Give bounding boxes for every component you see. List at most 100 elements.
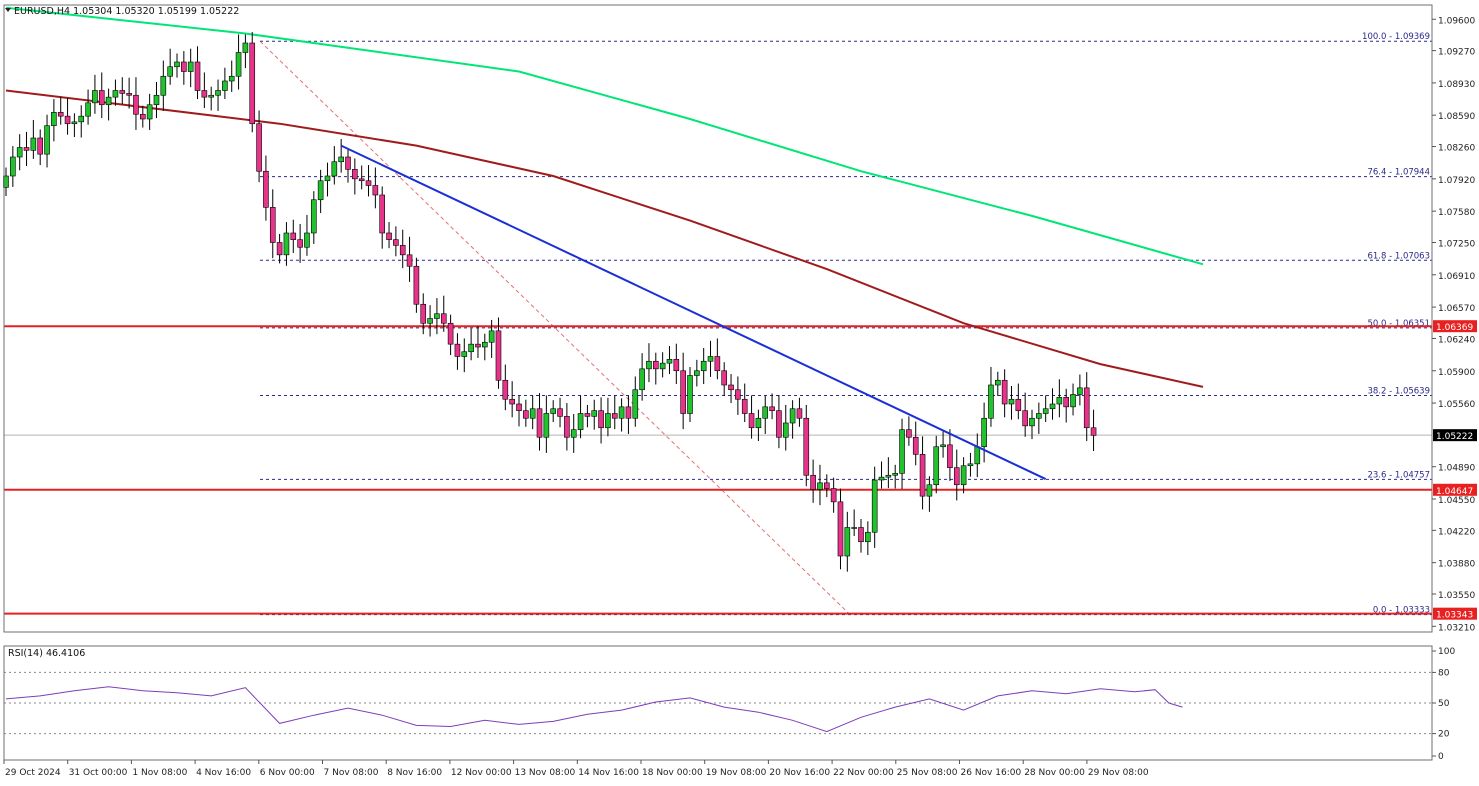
candle-body xyxy=(187,61,194,72)
candle xyxy=(379,186,386,249)
candle xyxy=(735,376,741,415)
candle-body xyxy=(687,375,693,414)
candle xyxy=(543,395,550,453)
candle-body xyxy=(632,389,639,419)
current-price-badge xyxy=(1433,429,1477,442)
candle-body xyxy=(44,125,50,155)
candle-body xyxy=(222,80,228,91)
candle xyxy=(570,413,577,453)
candle xyxy=(133,77,139,130)
candle-body xyxy=(1015,398,1022,411)
candle xyxy=(605,397,611,437)
candle-body xyxy=(618,406,625,419)
candle-body xyxy=(495,330,502,381)
candle-body xyxy=(92,90,98,104)
candle xyxy=(181,51,187,85)
candle xyxy=(1036,402,1042,434)
candle-body xyxy=(714,356,721,372)
candle xyxy=(837,488,844,570)
candle xyxy=(947,429,953,481)
candle-body xyxy=(269,207,276,243)
candle-body xyxy=(536,408,543,438)
candle xyxy=(981,402,987,463)
candle-body xyxy=(57,112,64,117)
candle xyxy=(933,435,940,494)
candle-body xyxy=(748,413,755,429)
candle-body xyxy=(372,185,379,196)
candle-body xyxy=(830,488,837,503)
candle-body xyxy=(605,413,611,429)
time-tick-label: 20 Nov 16:00 xyxy=(769,768,830,778)
candle-body xyxy=(543,413,550,438)
ma-slow-line xyxy=(5,6,1204,266)
candle xyxy=(126,77,132,109)
candle-body xyxy=(78,115,85,123)
candle-body xyxy=(803,417,810,476)
candle xyxy=(659,352,666,378)
candle xyxy=(235,34,242,90)
candle xyxy=(310,191,317,244)
candle xyxy=(85,89,91,125)
candle-body xyxy=(304,232,310,248)
candle-body xyxy=(249,42,256,125)
candle xyxy=(16,134,23,171)
price-tick-label: 1.06910 xyxy=(1438,272,1475,282)
candle xyxy=(495,317,502,389)
candle xyxy=(413,257,420,313)
candle xyxy=(536,393,543,451)
candle xyxy=(290,219,297,253)
candle-body xyxy=(481,341,488,348)
candle xyxy=(372,167,379,209)
candle-body xyxy=(659,362,666,370)
candle-body xyxy=(652,360,659,370)
candle-body xyxy=(146,104,153,120)
candle-body xyxy=(153,94,160,106)
candle-body xyxy=(509,398,515,405)
candle-body xyxy=(331,161,338,177)
price-tick-label: 1.03880 xyxy=(1438,560,1475,570)
candle xyxy=(488,319,495,358)
fib-level-label: 76.4 - 1.07944 xyxy=(1367,168,1430,178)
candle xyxy=(769,393,775,420)
time-tick-label: 14 Nov 16:00 xyxy=(578,768,639,778)
candle-body xyxy=(611,413,618,419)
candle-body xyxy=(817,482,823,490)
candle xyxy=(174,53,180,78)
candle xyxy=(263,155,269,221)
price-tick-label: 1.04550 xyxy=(1438,496,1475,506)
candle-body xyxy=(967,463,974,467)
trendline[interactable] xyxy=(340,144,1047,480)
candle xyxy=(242,34,249,69)
candle-body xyxy=(721,370,728,386)
candle-body xyxy=(256,123,262,172)
candle-body xyxy=(386,232,392,240)
candle-body xyxy=(133,94,139,115)
candle-body xyxy=(940,444,946,448)
candle-body xyxy=(1036,413,1042,419)
time-tick-label: 19 Nov 08:00 xyxy=(706,768,767,778)
candle-body xyxy=(994,379,1001,386)
price-tick-label: 1.04890 xyxy=(1438,464,1475,474)
candle xyxy=(625,395,632,434)
level-badge-label: 1.04647 xyxy=(1436,487,1473,497)
time-tick-label: 8 Nov 16:00 xyxy=(387,768,442,778)
candle-body xyxy=(310,199,317,234)
candle xyxy=(146,93,153,130)
chevron-down-icon[interactable] xyxy=(5,8,11,12)
candle xyxy=(468,328,474,361)
candle xyxy=(160,60,167,111)
candle-body xyxy=(769,406,775,411)
candle-body xyxy=(1090,427,1097,436)
candle-body xyxy=(71,121,78,125)
candle xyxy=(345,148,351,183)
candle-body xyxy=(1008,398,1015,405)
candle-body xyxy=(447,322,454,345)
candle xyxy=(57,96,64,125)
candle xyxy=(297,223,303,263)
candle-body xyxy=(570,429,577,438)
candle xyxy=(365,165,372,197)
time-tick-label: 29 Nov 08:00 xyxy=(1088,768,1149,778)
candle-body xyxy=(413,265,420,305)
